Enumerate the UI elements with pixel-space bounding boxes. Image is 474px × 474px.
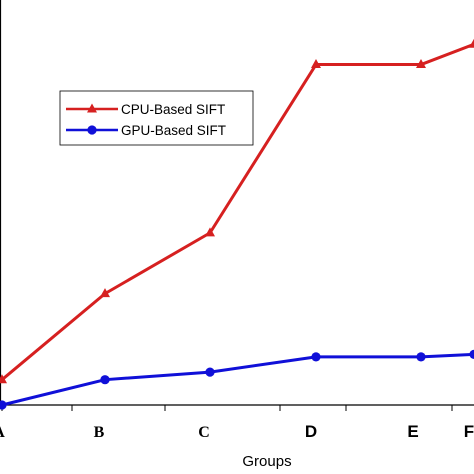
- data-point: [469, 349, 474, 359]
- data-point: [205, 227, 215, 237]
- x-tick-labels: A B C D E F: [0, 422, 474, 441]
- series-line: [1, 352, 474, 407]
- legend: CPU-Based SIFT GPU-Based SIFT: [59, 90, 254, 146]
- series-line: [1, 42, 474, 381]
- data-point: [311, 352, 321, 362]
- data-point: [0, 374, 7, 384]
- x-tick-label: F: [464, 422, 474, 441]
- x-tick-label: C: [198, 424, 210, 441]
- legend-label-gpu: GPU-Based SIFT: [121, 123, 226, 138]
- data-point: [0, 400, 7, 410]
- x-tick-label: E: [407, 422, 418, 441]
- x-axis-label: Groups: [242, 453, 291, 470]
- data-point: [311, 59, 321, 69]
- data-point: [205, 367, 215, 377]
- chart-axes: [0, 0, 474, 406]
- legend-label-cpu: CPU-Based SIFT: [121, 102, 225, 117]
- data-point: [469, 38, 474, 48]
- data-point: [416, 352, 426, 362]
- data-point: [416, 59, 426, 69]
- legend-marker-gpu: [87, 125, 97, 135]
- x-tick-label: A: [0, 424, 5, 441]
- x-ticks: [1, 405, 453, 411]
- x-tick-label: B: [94, 424, 105, 441]
- legend-box: [59, 90, 254, 146]
- data-point: [100, 288, 110, 298]
- legend-marker-cpu: [87, 103, 97, 113]
- data-point: [100, 375, 110, 385]
- series-layer: [0, 38, 474, 410]
- x-tick-label: D: [305, 422, 317, 441]
